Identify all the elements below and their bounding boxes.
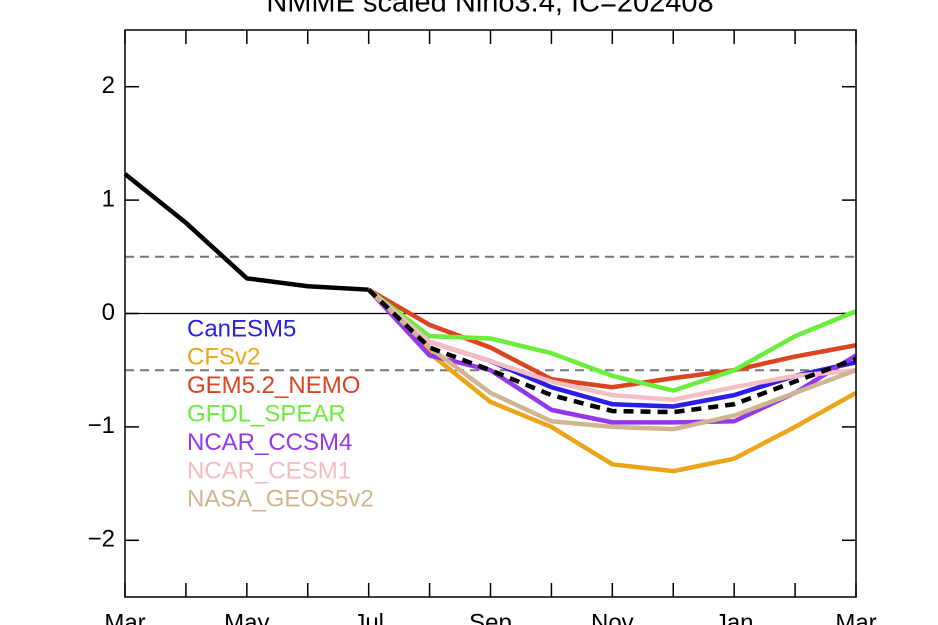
x-tick-label: Sep: [469, 609, 512, 625]
model-line: [367, 288, 857, 432]
model-line: [367, 287, 857, 390]
y-tick-label: 1: [102, 185, 115, 212]
model-line: [367, 288, 858, 474]
legend-label: GEM5.2_NEMO: [187, 372, 360, 399]
x-tick-label: Jul: [353, 609, 384, 625]
x-tick-label: Mar: [104, 609, 145, 625]
model-line: [367, 287, 857, 402]
plot-frame: [124, 29, 857, 598]
legend-label: NCAR_CESM1: [187, 457, 351, 484]
legend-label: CFSv2: [187, 344, 260, 371]
x-tick-label: Jan: [715, 609, 754, 625]
y-tick-label: −1: [88, 412, 115, 439]
x-tick-label: May: [224, 609, 269, 625]
y-tick-label: 2: [102, 72, 115, 99]
x-tick-label: Mar: [835, 609, 876, 625]
legend-label: GFDL_SPEAR: [187, 401, 346, 428]
model-line: [367, 287, 857, 393]
line: [123, 172, 369, 292]
legend-label: CanESM5: [187, 315, 296, 342]
y-tick-label: 0: [102, 299, 115, 326]
line: [367, 288, 857, 415]
legend-label: NASA_GEOS5v2: [187, 486, 374, 513]
y-tick-label: −2: [88, 526, 115, 553]
x-tick-label: Nov: [591, 609, 634, 625]
legend-label: NCAR_CCSM4: [187, 429, 352, 456]
chart-title: NMME scaled Nino3.4, IC=202408: [266, 0, 713, 19]
